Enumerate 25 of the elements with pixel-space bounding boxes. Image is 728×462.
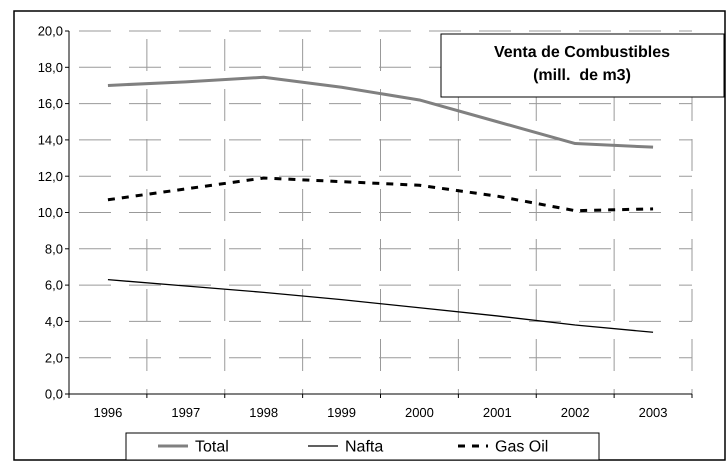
x-tick-label: 1999 <box>327 405 356 420</box>
y-tick-label: 4,0 <box>44 314 63 329</box>
y-tick-label: 14,0 <box>38 132 63 148</box>
line-series <box>106 176 655 212</box>
y-tick-label: 18,0 <box>38 60 63 75</box>
y-tick-label: 10,0 <box>38 205 63 220</box>
x-tick-label: 1996 <box>93 405 122 420</box>
x-tick-label: 2003 <box>638 405 668 420</box>
legend-label: Gas Oil <box>495 438 548 456</box>
x-tick-label: 1997 <box>171 405 200 420</box>
legend-label: Nafta <box>345 438 384 456</box>
x-tick-label: 2002 <box>560 405 590 420</box>
legend-label: Total <box>195 438 229 456</box>
y-tick-label: 0,0 <box>44 386 63 402</box>
y-tick-label: 12,0 <box>38 168 63 184</box>
text: Venta de Combustibles (mill. de m3) <box>494 44 670 84</box>
y-tick-label: 2,0 <box>44 350 63 366</box>
x-tick-label: 2000 <box>404 405 434 420</box>
y-tick-label: 20,0 <box>38 24 63 39</box>
y-tick-label: 8,0 <box>44 241 63 256</box>
y-tick-label: 16,0 <box>38 96 63 112</box>
line-series <box>107 279 654 333</box>
x-tick-label: 2001 <box>482 405 512 420</box>
y-tick-label: 6,0 <box>44 278 63 293</box>
x-tick-label: 1998 <box>249 405 278 420</box>
